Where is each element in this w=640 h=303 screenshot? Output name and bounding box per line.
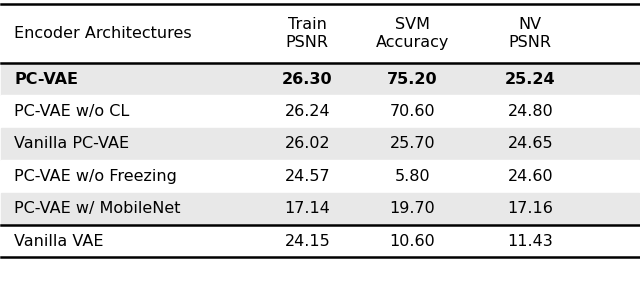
Text: 10.60: 10.60 — [390, 234, 435, 249]
Text: 26.24: 26.24 — [284, 104, 330, 119]
Text: NV
PSNR: NV PSNR — [509, 18, 552, 50]
Text: 24.80: 24.80 — [508, 104, 553, 119]
Text: 26.30: 26.30 — [282, 72, 333, 87]
Bar — [1, 225, 639, 258]
Text: 24.57: 24.57 — [284, 169, 330, 184]
Text: 17.14: 17.14 — [284, 201, 330, 216]
Text: PC-VAE w/ MobileNet: PC-VAE w/ MobileNet — [14, 201, 180, 216]
Bar — [1, 193, 639, 225]
Text: Vanilla PC-VAE: Vanilla PC-VAE — [14, 136, 129, 152]
Text: 5.80: 5.80 — [395, 169, 430, 184]
Bar — [1, 128, 639, 160]
Text: Vanilla VAE: Vanilla VAE — [14, 234, 104, 249]
Text: 25.70: 25.70 — [390, 136, 435, 152]
Text: 19.70: 19.70 — [390, 201, 435, 216]
Text: 17.16: 17.16 — [508, 201, 553, 216]
Text: PC-VAE w/o CL: PC-VAE w/o CL — [14, 104, 129, 119]
Bar — [1, 160, 639, 193]
Text: 24.15: 24.15 — [284, 234, 330, 249]
Text: 24.65: 24.65 — [508, 136, 553, 152]
Text: Train
PSNR: Train PSNR — [285, 18, 329, 50]
Text: 24.60: 24.60 — [508, 169, 553, 184]
Text: PC-VAE: PC-VAE — [14, 72, 78, 87]
Bar — [1, 63, 639, 95]
Text: 70.60: 70.60 — [390, 104, 435, 119]
Text: Encoder Architectures: Encoder Architectures — [14, 26, 192, 41]
Text: 75.20: 75.20 — [387, 72, 438, 87]
Bar — [1, 95, 639, 128]
Bar — [1, 4, 639, 63]
Text: SVM
Accuracy: SVM Accuracy — [376, 18, 449, 50]
Text: 11.43: 11.43 — [508, 234, 553, 249]
Text: 25.24: 25.24 — [505, 72, 556, 87]
Text: PC-VAE w/o Freezing: PC-VAE w/o Freezing — [14, 169, 177, 184]
Text: 26.02: 26.02 — [284, 136, 330, 152]
